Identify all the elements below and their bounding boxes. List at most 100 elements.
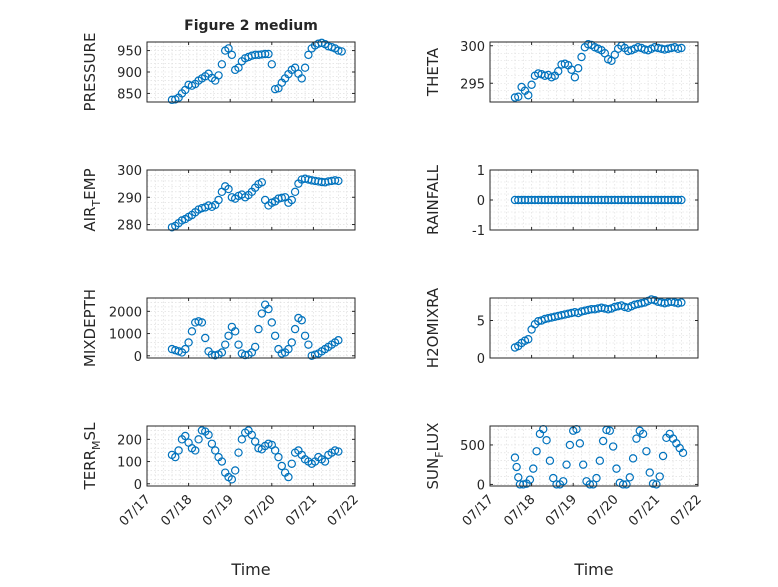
data-point <box>187 327 197 336</box>
data-point <box>573 64 583 73</box>
data-point <box>250 437 260 446</box>
subplot-2: 295 300 THETA <box>424 40 699 103</box>
y-axis-label: THETA <box>424 47 442 97</box>
data-point <box>578 460 588 469</box>
y-tick-label: -1 <box>472 224 485 239</box>
data-point <box>230 327 240 336</box>
data-point <box>290 187 300 197</box>
data-point <box>270 84 280 94</box>
data-point <box>260 49 270 59</box>
data-point <box>257 178 267 187</box>
data-point <box>277 193 286 203</box>
y-axis-label: AIRTEMP <box>81 168 103 231</box>
data-point <box>287 195 296 205</box>
data-point <box>197 318 207 327</box>
data-point <box>598 436 608 446</box>
data-point <box>673 299 683 308</box>
figure-title: Figure 2 medium <box>184 18 318 34</box>
data-point <box>274 452 283 462</box>
data-point <box>510 453 520 462</box>
data-point <box>552 480 561 489</box>
data-point <box>524 335 533 344</box>
axes-box <box>489 425 699 487</box>
data-point <box>221 340 230 349</box>
data-point <box>514 92 523 101</box>
axes-box <box>146 297 356 359</box>
data-point <box>525 475 535 484</box>
y-tick-label: 290 <box>117 191 142 206</box>
y-tick-label: 950 <box>117 45 142 60</box>
y-axis-label: PRESSURE <box>81 33 99 112</box>
y-tick-label: 900 <box>117 66 142 81</box>
data-point <box>334 176 343 186</box>
data-point <box>224 331 233 340</box>
subplot-1: 850 900 950 PRESSURE <box>81 33 356 112</box>
data-point <box>284 344 293 354</box>
data-point <box>217 60 227 69</box>
y-tick-label: 0 <box>477 478 485 493</box>
data-point <box>284 472 293 482</box>
y-tick-label: 0 <box>134 350 142 365</box>
data-point <box>204 430 213 440</box>
data-point <box>201 333 210 343</box>
data-point <box>264 49 273 59</box>
data-point <box>300 63 310 72</box>
data-point <box>625 473 634 482</box>
data-point <box>512 462 521 472</box>
data-point <box>519 480 528 489</box>
data-point <box>532 447 541 456</box>
y-axis-label: RAINFALL <box>424 164 442 235</box>
y-tick-label: 1 <box>477 164 485 179</box>
data-point <box>545 456 555 465</box>
x-axis-label-left: Time <box>230 560 270 579</box>
y-axis-label: H2OMIXRA <box>424 287 442 368</box>
data-point <box>207 439 217 448</box>
data-point <box>247 430 257 440</box>
data-point <box>559 477 568 486</box>
data-point <box>287 338 296 347</box>
y-tick-label: 500 <box>460 439 485 454</box>
data-point <box>618 480 628 489</box>
y-tick-label: 200 <box>117 433 142 448</box>
data-point <box>542 436 551 445</box>
y-tick-label: 280 <box>117 219 142 234</box>
data-point <box>320 457 330 466</box>
data-point <box>227 475 237 484</box>
subplot-6: 0 5 H2OMIXRA <box>424 287 699 368</box>
data-point <box>194 435 203 444</box>
data-point <box>264 304 273 314</box>
data-point <box>628 454 638 463</box>
data-point <box>267 60 276 69</box>
data-point <box>554 67 563 76</box>
data-point <box>270 331 280 340</box>
y-tick-label: 0 <box>134 478 142 493</box>
data-point <box>234 340 243 349</box>
data-point <box>304 340 313 349</box>
data-point <box>549 473 558 483</box>
data-point <box>577 52 586 62</box>
y-tick-label: 5 <box>477 315 485 330</box>
data-point <box>267 318 276 327</box>
data-point <box>181 431 190 441</box>
data-point <box>230 466 240 475</box>
axes-box <box>146 169 356 231</box>
y-tick-label: 0 <box>477 352 485 367</box>
data-point <box>677 43 686 53</box>
data-point <box>334 336 343 345</box>
data-point <box>214 195 223 205</box>
subplot-5: 0 1000 2000 MIXDEPTH <box>81 289 356 367</box>
y-axis-label: MIXDEPTH <box>81 289 99 367</box>
y-tick-label: 1000 <box>109 328 142 343</box>
data-point <box>658 451 668 461</box>
data-point <box>645 468 654 477</box>
data-point <box>592 473 601 483</box>
data-point <box>234 63 243 72</box>
data-point <box>570 73 580 82</box>
y-tick-label: 300 <box>117 164 142 179</box>
data-point <box>237 435 247 444</box>
y-tick-label: 300 <box>460 40 485 55</box>
data-point <box>191 446 200 455</box>
data-point <box>605 426 615 435</box>
data-point <box>184 338 193 347</box>
